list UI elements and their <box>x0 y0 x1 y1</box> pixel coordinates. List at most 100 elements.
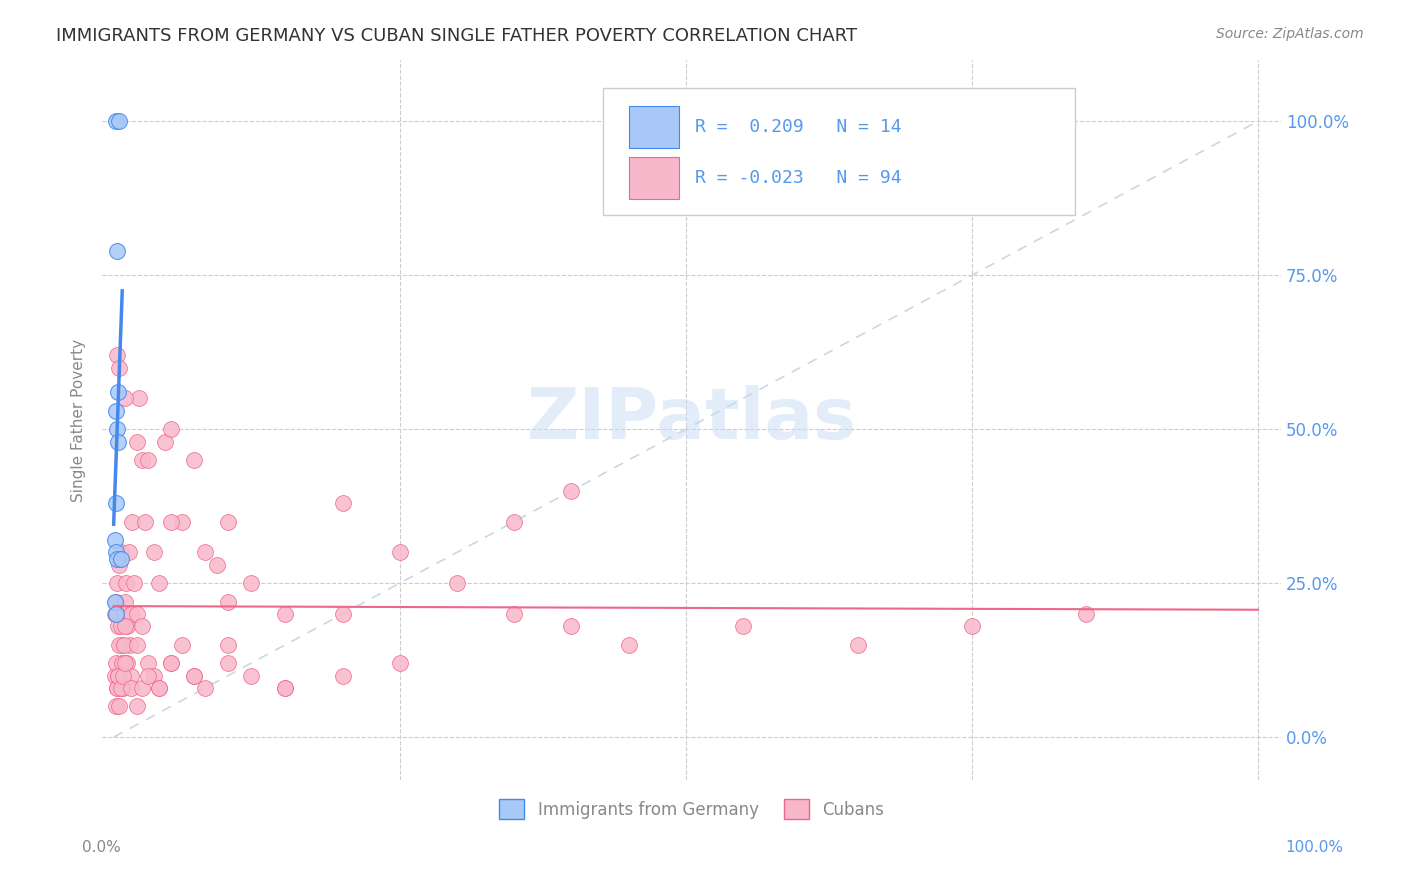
Point <box>136 453 159 467</box>
Point <box>274 607 297 621</box>
Point <box>153 434 176 449</box>
Point <box>117 545 139 559</box>
FancyBboxPatch shape <box>603 88 1074 215</box>
Point <box>120 607 142 621</box>
Point <box>136 657 159 671</box>
Point <box>131 453 153 467</box>
Point <box>114 392 136 406</box>
Point <box>332 496 354 510</box>
Point <box>104 595 127 609</box>
Point <box>105 576 128 591</box>
Point <box>125 699 148 714</box>
Point <box>112 638 135 652</box>
Point <box>217 595 239 609</box>
Point <box>160 657 183 671</box>
Text: IMMIGRANTS FROM GERMANY VS CUBAN SINGLE FATHER POVERTY CORRELATION CHART: IMMIGRANTS FROM GERMANY VS CUBAN SINGLE … <box>56 27 858 45</box>
Point <box>104 403 127 417</box>
Point <box>125 434 148 449</box>
Point <box>183 453 205 467</box>
Point <box>274 681 297 695</box>
Point <box>274 681 297 695</box>
Text: ZIPatlas: ZIPatlas <box>526 385 856 454</box>
Point <box>125 638 148 652</box>
Point <box>108 699 131 714</box>
Point <box>733 619 755 633</box>
Point <box>560 619 582 633</box>
Point <box>205 558 228 572</box>
Point <box>332 668 354 682</box>
Point <box>617 638 640 652</box>
Point <box>134 515 156 529</box>
Point <box>183 668 205 682</box>
Point <box>105 244 128 258</box>
Point <box>332 607 354 621</box>
Point <box>104 699 127 714</box>
Point <box>107 434 129 449</box>
Point <box>114 595 136 609</box>
Point <box>503 515 526 529</box>
Point <box>104 668 127 682</box>
Y-axis label: Single Father Poverty: Single Father Poverty <box>72 338 86 501</box>
Point <box>107 668 129 682</box>
Point <box>114 657 136 671</box>
Point <box>110 619 132 633</box>
Point <box>142 545 165 559</box>
Point <box>183 668 205 682</box>
Point <box>117 619 139 633</box>
FancyBboxPatch shape <box>628 157 679 199</box>
Point <box>148 681 170 695</box>
Point <box>128 392 150 406</box>
Point <box>108 114 131 128</box>
Point <box>148 681 170 695</box>
Point <box>111 657 134 671</box>
Point <box>110 551 132 566</box>
Point <box>122 576 145 591</box>
Text: 100.0%: 100.0% <box>1285 840 1344 855</box>
Point <box>388 545 411 559</box>
Point <box>240 668 263 682</box>
Point <box>105 681 128 695</box>
Point <box>121 515 143 529</box>
Point <box>160 515 183 529</box>
Text: Source: ZipAtlas.com: Source: ZipAtlas.com <box>1216 27 1364 41</box>
Point <box>112 607 135 621</box>
Point <box>104 114 127 128</box>
Point <box>108 638 131 652</box>
Point <box>125 607 148 621</box>
Point <box>104 533 127 547</box>
Point <box>142 668 165 682</box>
Point <box>105 348 128 362</box>
Point <box>160 657 183 671</box>
Point <box>217 657 239 671</box>
Point <box>111 681 134 695</box>
Point <box>560 483 582 498</box>
Text: 0.0%: 0.0% <box>82 840 121 855</box>
Point <box>388 657 411 671</box>
Text: R = -0.023   N = 94: R = -0.023 N = 94 <box>695 169 901 186</box>
Point <box>136 668 159 682</box>
Point <box>108 558 131 572</box>
Point <box>131 619 153 633</box>
Point <box>104 545 127 559</box>
Point <box>172 515 194 529</box>
Point <box>111 668 134 682</box>
Point <box>446 576 468 591</box>
Point <box>217 638 239 652</box>
Point <box>118 638 141 652</box>
Point <box>104 496 127 510</box>
Point <box>960 619 983 633</box>
Point <box>111 657 134 671</box>
Point <box>131 681 153 695</box>
Point <box>120 681 142 695</box>
Point <box>114 619 136 633</box>
Point <box>105 551 128 566</box>
Point <box>108 360 131 375</box>
Point <box>107 385 129 400</box>
Point <box>107 619 129 633</box>
Point <box>105 422 128 436</box>
Point <box>115 576 138 591</box>
Point <box>148 576 170 591</box>
Point <box>194 681 217 695</box>
Point <box>846 638 869 652</box>
Point <box>1076 607 1098 621</box>
